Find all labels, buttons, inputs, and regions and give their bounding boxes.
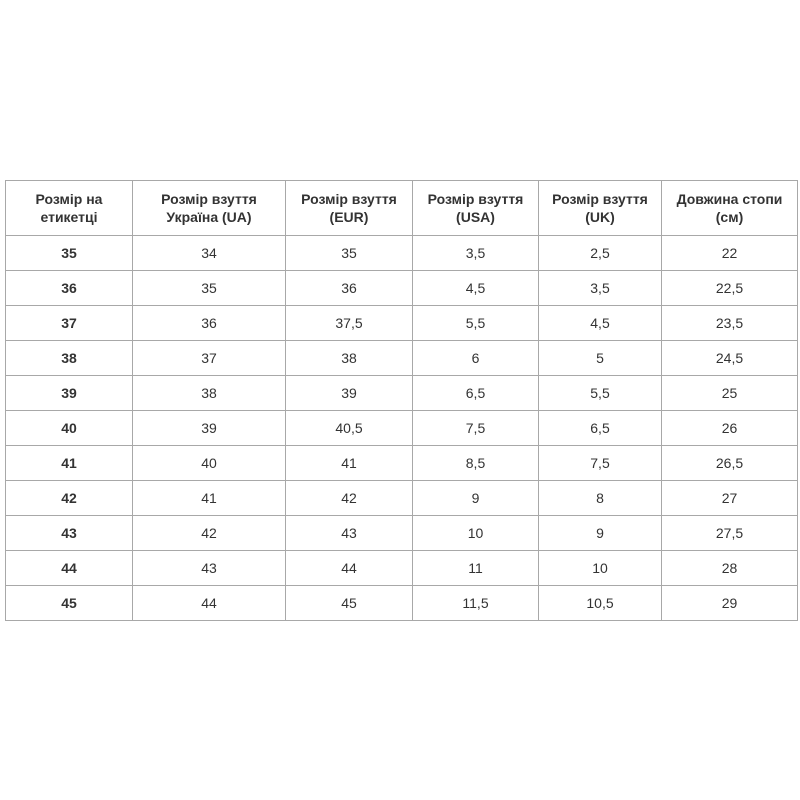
table-row: 35 34 35 3,5 2,5 22 <box>5 235 798 271</box>
table-cell: 35 <box>132 270 286 306</box>
table-cell: 37 <box>132 340 286 376</box>
column-header: Розмір взуття (USA) <box>412 180 539 236</box>
table-row: 43 42 43 10 9 27,5 <box>5 515 798 551</box>
table-cell: 6,5 <box>538 410 662 446</box>
table-cell: 40 <box>132 445 286 481</box>
table-cell: 8 <box>538 480 662 516</box>
table-row: 41 40 41 8,5 7,5 26,5 <box>5 445 798 481</box>
table-cell: 24,5 <box>661 340 798 376</box>
table-cell: 38 <box>285 340 413 376</box>
table-cell: 4,5 <box>538 305 662 341</box>
table-cell: 26,5 <box>661 445 798 481</box>
table-cell: 43 <box>5 515 133 551</box>
table-row: 36 35 36 4,5 3,5 22,5 <box>5 270 798 306</box>
table-cell: 22 <box>661 235 798 271</box>
header-row: Розмір на етикетці Розмір взуття Україна … <box>5 180 798 236</box>
column-header: Розмір взуття (EUR) <box>285 180 413 236</box>
table-cell: 42 <box>285 480 413 516</box>
table-row: 38 37 38 6 5 24,5 <box>5 340 798 376</box>
table-cell: 34 <box>132 235 286 271</box>
table-cell: 37 <box>5 305 133 341</box>
table-cell: 39 <box>5 375 133 411</box>
table-row: 45 44 45 11,5 10,5 29 <box>5 585 798 621</box>
table-cell: 8,5 <box>412 445 539 481</box>
table-cell: 28 <box>661 550 798 586</box>
table-cell: 39 <box>132 410 286 446</box>
table-cell: 38 <box>132 375 286 411</box>
table-cell: 45 <box>285 585 413 621</box>
column-header: Довжина стопи (см) <box>661 180 798 236</box>
table-cell: 39 <box>285 375 413 411</box>
table-cell: 42 <box>5 480 133 516</box>
table-cell: 6 <box>412 340 539 376</box>
column-header: Розмір взуття (UK) <box>538 180 662 236</box>
table-cell: 5 <box>538 340 662 376</box>
table-row: 39 38 39 6,5 5,5 25 <box>5 375 798 411</box>
table-cell: 37,5 <box>285 305 413 341</box>
table-cell: 5,5 <box>538 375 662 411</box>
table-cell: 9 <box>538 515 662 551</box>
table-cell: 40,5 <box>285 410 413 446</box>
table-cell: 42 <box>132 515 286 551</box>
table-row: 42 41 42 9 8 27 <box>5 480 798 516</box>
table-cell: 25 <box>661 375 798 411</box>
table-cell: 22,5 <box>661 270 798 306</box>
table-row: 40 39 40,5 7,5 6,5 26 <box>5 410 798 446</box>
table-cell: 3,5 <box>412 235 539 271</box>
table-cell: 43 <box>132 550 286 586</box>
table-cell: 10 <box>412 515 539 551</box>
table-cell: 7,5 <box>538 445 662 481</box>
table-cell: 36 <box>5 270 133 306</box>
table-cell: 3,5 <box>538 270 662 306</box>
table-cell: 38 <box>5 340 133 376</box>
table-cell: 27,5 <box>661 515 798 551</box>
table-cell: 11 <box>412 550 539 586</box>
table-cell: 45 <box>5 585 133 621</box>
column-header: Розмір взуття Україна (UA) <box>132 180 286 236</box>
table-cell: 11,5 <box>412 585 539 621</box>
table-cell: 35 <box>285 235 413 271</box>
table-cell: 4,5 <box>412 270 539 306</box>
table-cell: 36 <box>285 270 413 306</box>
table-cell: 43 <box>285 515 413 551</box>
table-cell: 29 <box>661 585 798 621</box>
table-cell: 44 <box>132 585 286 621</box>
table-cell: 27 <box>661 480 798 516</box>
table-cell: 41 <box>285 445 413 481</box>
size-chart-table: Розмір на етикетці Розмір взуття Україна … <box>5 180 798 621</box>
table-cell: 44 <box>5 550 133 586</box>
table-cell: 10,5 <box>538 585 662 621</box>
table-cell: 26 <box>661 410 798 446</box>
table-cell: 9 <box>412 480 539 516</box>
table-cell: 35 <box>5 235 133 271</box>
table-cell: 7,5 <box>412 410 539 446</box>
table-cell: 6,5 <box>412 375 539 411</box>
table-cell: 36 <box>132 305 286 341</box>
table-cell: 23,5 <box>661 305 798 341</box>
table-row: 37 36 37,5 5,5 4,5 23,5 <box>5 305 798 341</box>
table-cell: 44 <box>285 550 413 586</box>
table-cell: 41 <box>132 480 286 516</box>
column-header: Розмір на етикетці <box>5 180 133 236</box>
table-cell: 40 <box>5 410 133 446</box>
table-cell: 5,5 <box>412 305 539 341</box>
table-cell: 10 <box>538 550 662 586</box>
table-row: 44 43 44 11 10 28 <box>5 550 798 586</box>
table-cell: 41 <box>5 445 133 481</box>
table-cell: 2,5 <box>538 235 662 271</box>
